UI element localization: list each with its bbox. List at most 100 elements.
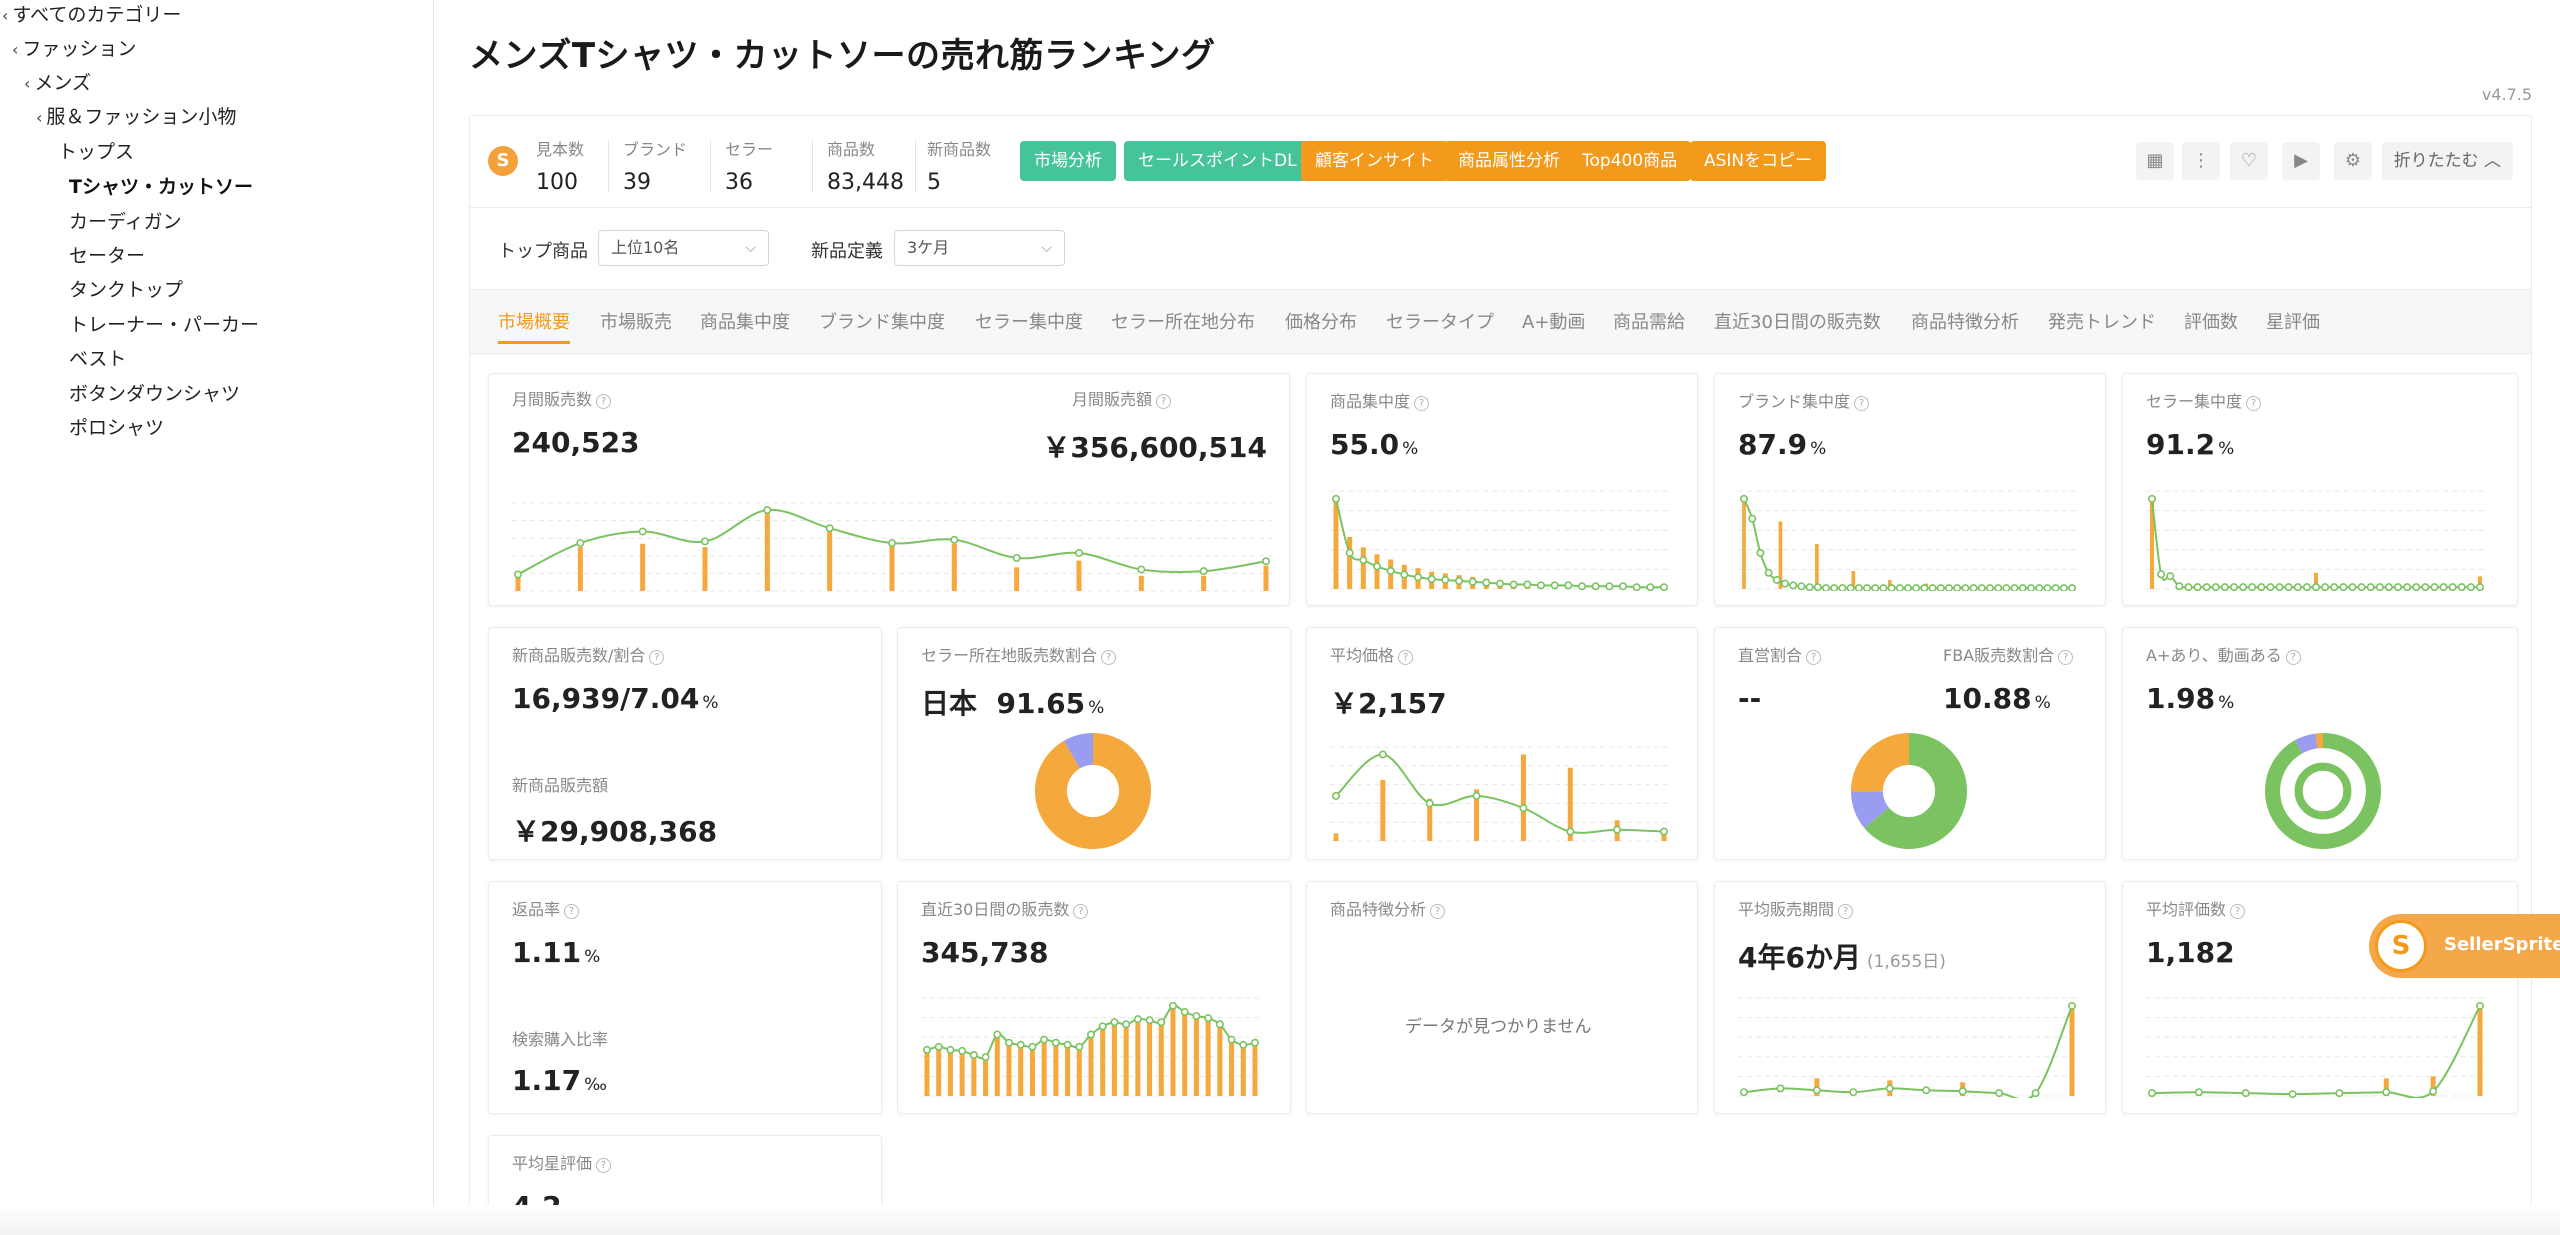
attribute-analysis-button[interactable]: 商品属性分析 <box>1444 141 1574 181</box>
help-icon[interactable]: ? <box>2230 904 2246 919</box>
help-icon[interactable]: ? <box>1854 396 1870 411</box>
tab-seller-location[interactable]: セラー所在地分布 <box>1111 312 1255 333</box>
sidebar-item-cardigan[interactable]: カーディガン <box>69 211 182 233</box>
chart-bar <box>2313 572 2319 589</box>
copy-asin-button[interactable]: ASINをコピー <box>1690 141 1827 181</box>
tab-product-features[interactable]: 商品特徴分析 <box>1911 312 2019 333</box>
chart-point <box>1110 1018 1119 1027</box>
chart-point <box>2241 1089 2250 1098</box>
tab-seller-concentration[interactable]: セラー集中度 <box>975 312 1083 333</box>
tab-market-overview[interactable]: 市場概要 <box>498 308 570 344</box>
card-label: セラー集中度? <box>2146 388 2262 412</box>
help-icon[interactable]: ? <box>596 1158 612 1173</box>
chart-point <box>2288 1090 2297 1098</box>
tab-price-distribution[interactable]: 価格分布 <box>1285 312 1357 333</box>
chart-bar <box>994 1034 1000 1096</box>
chart-point <box>1904 584 1912 591</box>
sidebar-item-sweatshirt[interactable]: トレーナー・パーカー <box>69 314 260 336</box>
chart-bar <box>1380 779 1386 841</box>
sidebar-item-tops[interactable]: トップス <box>58 141 135 163</box>
sidebar-item-vest[interactable]: ベスト <box>69 348 127 370</box>
help-icon[interactable]: ? <box>1838 904 1854 919</box>
chart-point <box>1830 584 1839 591</box>
sidebar-item-mens[interactable]: ‹ メンズ <box>24 72 92 94</box>
card-label: 平均星評価? <box>512 1150 612 1174</box>
card-value: ￥29,908,368 <box>512 815 718 848</box>
stat-brands: ブランド 39 <box>623 140 688 195</box>
top400-button[interactable]: Top400商品 <box>1568 141 1692 181</box>
chart-bar <box>1135 1019 1141 1096</box>
chart-point <box>1618 582 1627 591</box>
tab-seller-type[interactable]: セラータイプ <box>1386 312 1494 333</box>
card-value: 345,738 <box>921 936 1049 969</box>
tab-product-concentration[interactable]: 商品集中度 <box>700 312 790 333</box>
video-icon[interactable]: ▶ <box>2282 142 2320 180</box>
chart-point <box>2284 583 2293 591</box>
help-icon[interactable]: ? <box>1414 396 1430 411</box>
sidebar-item-buttondown[interactable]: ボタンダウンシャツ <box>69 383 241 405</box>
chart-point <box>2193 583 2202 591</box>
chart-point <box>1040 1035 1049 1044</box>
help-icon[interactable]: ? <box>1806 650 1822 665</box>
help-icon[interactable]: ? <box>2058 650 2074 665</box>
sales-point-download-button[interactable]: セールスポイントDL <box>1124 141 1311 181</box>
card-label: ブランド集中度? <box>1738 388 1870 412</box>
collapse-button[interactable]: 折りたたむ ︿ <box>2381 142 2513 180</box>
help-icon[interactable]: ? <box>1073 904 1089 919</box>
chart-point <box>2018 584 2027 591</box>
heart-icon[interactable]: ♡ <box>2230 142 2268 180</box>
card-label: 月間販売額? <box>1072 386 1172 410</box>
tab-star-rating[interactable]: 星評価 <box>2266 312 2320 333</box>
tab-launch-trend[interactable]: 発売トレンド <box>2048 312 2156 333</box>
help-icon[interactable]: ? <box>1398 650 1414 665</box>
customer-insight-button[interactable]: 顧客インサイト <box>1301 141 1448 181</box>
new-definition-select[interactable]: 3ケ月 ⌵ <box>894 230 1065 266</box>
chart-point <box>1472 791 1481 800</box>
tab-last-30-days[interactable]: 直近30日間の販売数 <box>1714 312 1881 333</box>
tab-market-sales[interactable]: 市場販売 <box>600 312 672 333</box>
tab-review-count[interactable]: 評価数 <box>2184 312 2238 333</box>
sidebar-item-sweater[interactable]: セーター <box>69 245 146 267</box>
card-value: ￥2,157 <box>1330 687 1447 720</box>
help-icon[interactable]: ? <box>564 904 580 919</box>
chart-bar <box>1065 1044 1071 1096</box>
chart-bar <box>1520 754 1526 841</box>
sidebar-item-fashion[interactable]: ‹ ファッション <box>12 38 137 60</box>
help-icon[interactable]: ? <box>1156 394 1172 409</box>
chart-bar <box>1347 536 1353 589</box>
chart-point <box>2010 584 2019 591</box>
sidebar-item-all-categories[interactable]: ‹ すべてのカテゴリー <box>2 4 182 26</box>
chart-point <box>1805 583 1814 591</box>
sidebar-item-clothing[interactable]: ‹ 服＆ファッション小物 <box>36 106 237 128</box>
donut-slice <box>1035 733 1151 849</box>
sellersprite-badge[interactable]: S SellerSprite <box>2369 914 2560 978</box>
sidebar-item-tanktop[interactable]: タンクトップ <box>69 279 184 301</box>
tab-brand-concentration[interactable]: ブランド集中度 <box>819 312 945 333</box>
stats-bar: S 見本数 100 ブランド 39 セラー 36 商品数 83,448 新商品数 5 市場… <box>470 116 2531 208</box>
chart-point <box>1261 557 1270 566</box>
chart-point <box>1441 575 1450 584</box>
chart-point <box>1199 567 1208 576</box>
chart-point <box>934 1042 943 1051</box>
help-icon[interactable]: ? <box>2285 650 2301 665</box>
chart-point <box>1961 584 1970 591</box>
tab-supply-demand[interactable]: 商品需給 <box>1613 312 1685 333</box>
top-products-select[interactable]: 上位10名 ⌵ <box>598 230 769 266</box>
donut-slice <box>1851 791 1889 828</box>
chart-point <box>1605 582 1614 591</box>
help-icon[interactable]: ? <box>1430 904 1446 919</box>
sidebar-item-tshirts[interactable]: Tシャツ・カットソー <box>69 176 253 198</box>
tab-aplus-video[interactable]: A+動画 <box>1522 312 1586 333</box>
grid-icon[interactable]: ▦ <box>2136 142 2174 180</box>
help-icon[interactable]: ? <box>649 650 665 665</box>
more-vertical-icon[interactable]: ⋮ <box>2182 142 2220 180</box>
chart-point <box>1756 548 1765 557</box>
help-icon[interactable]: ? <box>596 394 612 409</box>
market-analysis-button[interactable]: 市場分析 <box>1020 141 1116 181</box>
chart-bar <box>1205 1018 1211 1096</box>
gear-icon[interactable]: ⚙ <box>2334 142 2372 180</box>
help-icon[interactable]: ? <box>2246 396 2262 411</box>
help-icon[interactable]: ? <box>1101 650 1117 665</box>
sidebar-item-polo[interactable]: ポロシャツ <box>69 417 165 439</box>
chart-point <box>1331 494 1341 503</box>
